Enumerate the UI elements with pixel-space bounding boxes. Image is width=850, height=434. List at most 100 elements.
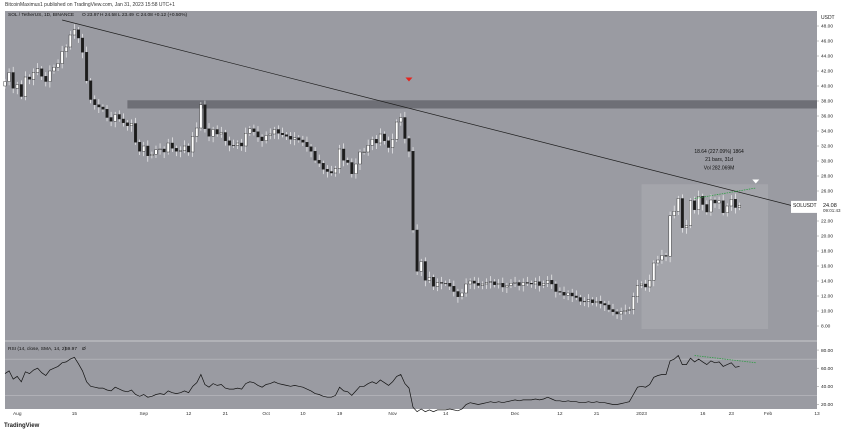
candle — [350, 158, 354, 178]
candle-body — [85, 52, 89, 81]
candle-body — [701, 196, 705, 205]
candle-body — [452, 286, 456, 292]
candle-body — [468, 280, 472, 285]
candle — [391, 133, 395, 154]
candle-body — [709, 199, 713, 213]
candle-body — [480, 283, 484, 286]
candle — [485, 278, 488, 289]
candle-body — [93, 99, 97, 105]
candle — [448, 279, 452, 290]
resistance-zone — [127, 100, 818, 109]
candle — [142, 141, 146, 157]
rsi-legend: RSI (14, close, SMA, 14, 2) — [8, 346, 67, 352]
candle — [717, 196, 721, 209]
last-price-value: 24.08 — [823, 203, 837, 209]
candle-body — [554, 283, 558, 292]
tradingview-logo[interactable]: TradingView — [4, 423, 40, 429]
white-arrow-marker — [752, 179, 760, 184]
price-tick-label: 8.00 — [821, 324, 831, 330]
time-axis-label: 21 — [594, 411, 600, 417]
candle-body — [431, 277, 435, 287]
legend-symbol: SOL / TetherUS, 1D, BINANCE — [8, 12, 74, 18]
time-axis-label: 12 — [186, 411, 192, 417]
candle — [93, 95, 97, 110]
candle-body — [509, 283, 513, 286]
candle-body — [464, 283, 468, 294]
candle-body — [28, 76, 31, 80]
candle — [11, 66, 15, 94]
candle — [28, 74, 31, 85]
candle — [362, 147, 366, 155]
candle — [219, 126, 223, 138]
descending-trendline[interactable] — [62, 19, 818, 213]
candle-body — [215, 129, 219, 135]
price-tick-label: 40.00 — [821, 84, 833, 90]
candle-body — [158, 148, 162, 150]
candle — [113, 111, 117, 128]
candle — [32, 68, 36, 86]
candle — [472, 276, 476, 290]
candle — [738, 202, 741, 211]
candle-body — [733, 199, 737, 208]
candle-body — [166, 142, 170, 153]
candle-body — [60, 51, 64, 64]
time-axis-label: Dec — [511, 411, 520, 417]
candle-body — [174, 148, 178, 152]
candle — [199, 102, 203, 131]
candle — [554, 281, 558, 298]
candle — [431, 274, 435, 290]
candle-body — [321, 163, 325, 170]
candle — [121, 113, 125, 127]
candle — [7, 68, 11, 86]
candle — [411, 147, 415, 233]
candle — [521, 278, 525, 292]
currency-label: USDT — [821, 15, 835, 21]
candle-body — [211, 129, 215, 137]
candle — [693, 196, 697, 214]
candle-body — [615, 311, 619, 315]
candle — [223, 129, 227, 146]
candle — [538, 276, 541, 292]
candle-body — [689, 200, 692, 226]
candle — [97, 99, 101, 113]
candle-body — [285, 134, 289, 137]
measure-label: 18.64 (227.09%) 1864 21 bars, 31d Vol 28… — [694, 149, 744, 172]
candle — [76, 27, 80, 43]
candle-body — [599, 301, 603, 304]
price-tick-label: 42.00 — [821, 69, 833, 75]
candle — [676, 195, 680, 215]
rsi-tick-label: 60.00 — [821, 366, 833, 372]
candle — [150, 151, 154, 159]
candle — [684, 219, 688, 234]
candle-body — [240, 142, 244, 147]
candle-body — [297, 137, 301, 141]
candle-body — [358, 151, 362, 165]
candle — [178, 146, 182, 158]
candle — [81, 33, 84, 59]
candle — [321, 160, 325, 175]
candle-body — [236, 142, 240, 146]
time-axis-label: 21 — [223, 411, 229, 417]
candle-body — [705, 204, 709, 213]
price-tick-label: 38.00 — [821, 99, 833, 105]
candle-body — [223, 132, 227, 141]
candle-body — [582, 301, 586, 303]
price-tick-label: 32.00 — [821, 144, 833, 150]
candle — [85, 46, 89, 84]
candle — [146, 140, 150, 162]
candle-body — [619, 311, 623, 315]
candle — [240, 138, 244, 151]
candle-body — [97, 104, 101, 108]
candle — [329, 165, 333, 176]
candle — [672, 205, 676, 219]
candle — [317, 154, 321, 167]
candle-body — [693, 200, 697, 210]
candle — [558, 287, 562, 295]
candle-body — [546, 280, 550, 284]
price-tick-label: 20.00 — [821, 234, 833, 240]
candle-body — [591, 299, 595, 303]
candle — [260, 134, 264, 147]
candle-body — [68, 34, 72, 48]
candle-body — [281, 133, 284, 135]
